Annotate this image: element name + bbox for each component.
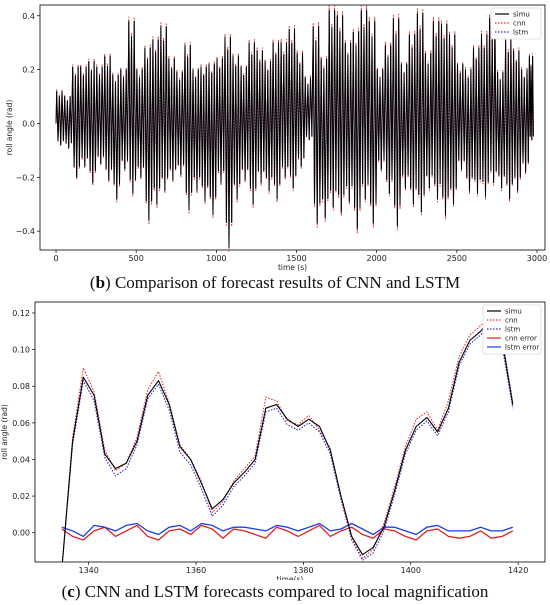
bottom-legend-label: lstm error: [505, 344, 539, 352]
top-xtick-label: 2000: [366, 254, 386, 263]
top-plot-frame: [39, 4, 546, 251]
bottom-xtick-label: 1400: [401, 566, 421, 575]
bottom-ytick-label: 0.06: [12, 419, 30, 428]
bottom-ytick-label: 0.00: [12, 529, 30, 538]
bottom-ytick-label: 0.12: [12, 309, 30, 318]
caption-b-text: Comparison of forecast results of CNN an…: [110, 273, 461, 292]
top-xtick-label: 500: [129, 254, 144, 263]
bottom-y-axis-label: roll angle (rad): [0, 404, 9, 460]
bottom-legend-box: [482, 304, 542, 355]
chart-local-magnification: 1340 1360 1380 1400 1420 0.00 0.02 0.04 0.06 0.08…: [0, 301, 546, 580]
top-xtick-label: 1500: [286, 254, 306, 263]
bottom-ytick-label: 0.04: [12, 455, 30, 464]
bottom-xtick-label: 1360: [186, 566, 206, 575]
bottom-xtick-label: 1420: [508, 566, 528, 575]
top-legend-box: [490, 7, 542, 40]
top-xtick-label: 0: [53, 254, 58, 263]
bottom-x-axis-label: time(s): [277, 575, 304, 580]
bottom-legend-label: lstm: [505, 326, 520, 334]
caption-c-letter: c: [67, 582, 75, 601]
top-ytick-label: 0.4: [22, 12, 35, 21]
bottom-series-lstm-error: [61, 522, 514, 538]
top-ytick-label: 0.0: [22, 119, 35, 128]
caption-b: (b) Comparison of forecast results of CN…: [89, 273, 461, 292]
top-legend-label: simu: [513, 11, 530, 19]
bottom-series-cnn-error: [61, 524, 514, 541]
chart-forecast-comparison: 0 500 1000 1500 2000 2500 3000 −0.4 −0.2 0.0 0.2 0.…: [5, 4, 547, 272]
bottom-xtick-label: 1380: [293, 566, 313, 575]
bottom-ytick-label: 0.10: [12, 346, 30, 355]
caption-c-text: CNN and LSTM forecasts compared to local…: [80, 582, 489, 601]
bottom-series-lstm: [61, 321, 514, 562]
top-x-axis-label: time (s): [278, 263, 307, 272]
top-xtick-label: 3000: [527, 254, 547, 263]
bottom-ytick-label: 0.02: [12, 492, 30, 501]
top-ytick-label: 0.2: [22, 66, 35, 75]
top-legend-label: cnn: [513, 20, 526, 28]
top-series-simu: [55, 9, 534, 248]
top-ytick-label: −0.2: [16, 173, 35, 182]
bottom-series-cnn: [61, 312, 514, 562]
top-xtick-label: 1000: [206, 254, 226, 263]
caption-c: (c) CNN and LSTM forecasts compared to l…: [61, 582, 489, 601]
bottom-xtick-label: 1340: [79, 566, 99, 575]
bottom-plot-frame: [34, 301, 546, 563]
bottom-ytick-label: 0.08: [12, 382, 30, 391]
caption-b-letter: b: [95, 273, 106, 292]
bottom-legend-label: simu: [505, 308, 522, 316]
bottom-series-simu: [61, 317, 514, 562]
bottom-legend-label: cnn error: [505, 335, 537, 343]
top-legend-label: lstm: [513, 29, 528, 37]
bottom-legend-label: cnn: [505, 317, 518, 325]
top-y-axis-label: roll angle (rad): [5, 100, 14, 156]
top-ytick-label: −0.4: [16, 227, 35, 236]
top-xtick-label: 2500: [447, 254, 467, 263]
